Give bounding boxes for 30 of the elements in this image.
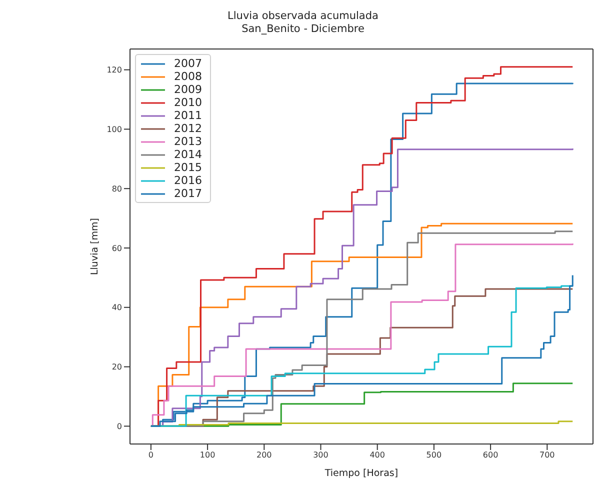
legend-label: 2016	[174, 174, 202, 187]
legend-label: 2012	[174, 122, 202, 135]
y-tick-label: 20	[112, 362, 122, 372]
legend-label: 2011	[174, 109, 202, 122]
x-tick-label: 300	[313, 450, 328, 460]
legend-label: 2014	[174, 148, 202, 161]
legend-label: 2009	[174, 83, 202, 96]
legend-label: 2008	[174, 70, 202, 83]
y-tick-label: 60	[112, 244, 122, 253]
x-tick-label: 600	[482, 450, 498, 460]
chart-title: Lluvia observada acumulada	[226, 10, 380, 23]
x-axis-title: Tiempo [Horas]	[324, 468, 398, 479]
x-tick-label: 200	[256, 450, 272, 460]
x-tick-label: 400	[370, 450, 385, 460]
chart-subtitle: San_Benito - Diciembre	[240, 23, 366, 36]
legend-label: 2010	[174, 96, 202, 109]
y-tick-label: 0	[116, 422, 122, 432]
legend-label: 2007	[174, 57, 202, 70]
y-axis-title: Lluvia [mm]	[89, 218, 100, 275]
y-tick-label: 40	[112, 303, 122, 312]
x-tick-label: 0	[148, 450, 154, 460]
legend-label: 2013	[174, 135, 202, 148]
y-tick-label: 80	[112, 184, 122, 194]
x-tick-label: 100	[200, 450, 216, 460]
x-tick-label: 500	[426, 450, 442, 460]
y-tick-label: 120	[106, 66, 122, 75]
legend-label: 2015	[174, 161, 202, 174]
y-tick-label: 100	[106, 125, 122, 134]
legend-label: 2017	[174, 187, 202, 200]
x-tick-label: 700	[540, 450, 555, 460]
